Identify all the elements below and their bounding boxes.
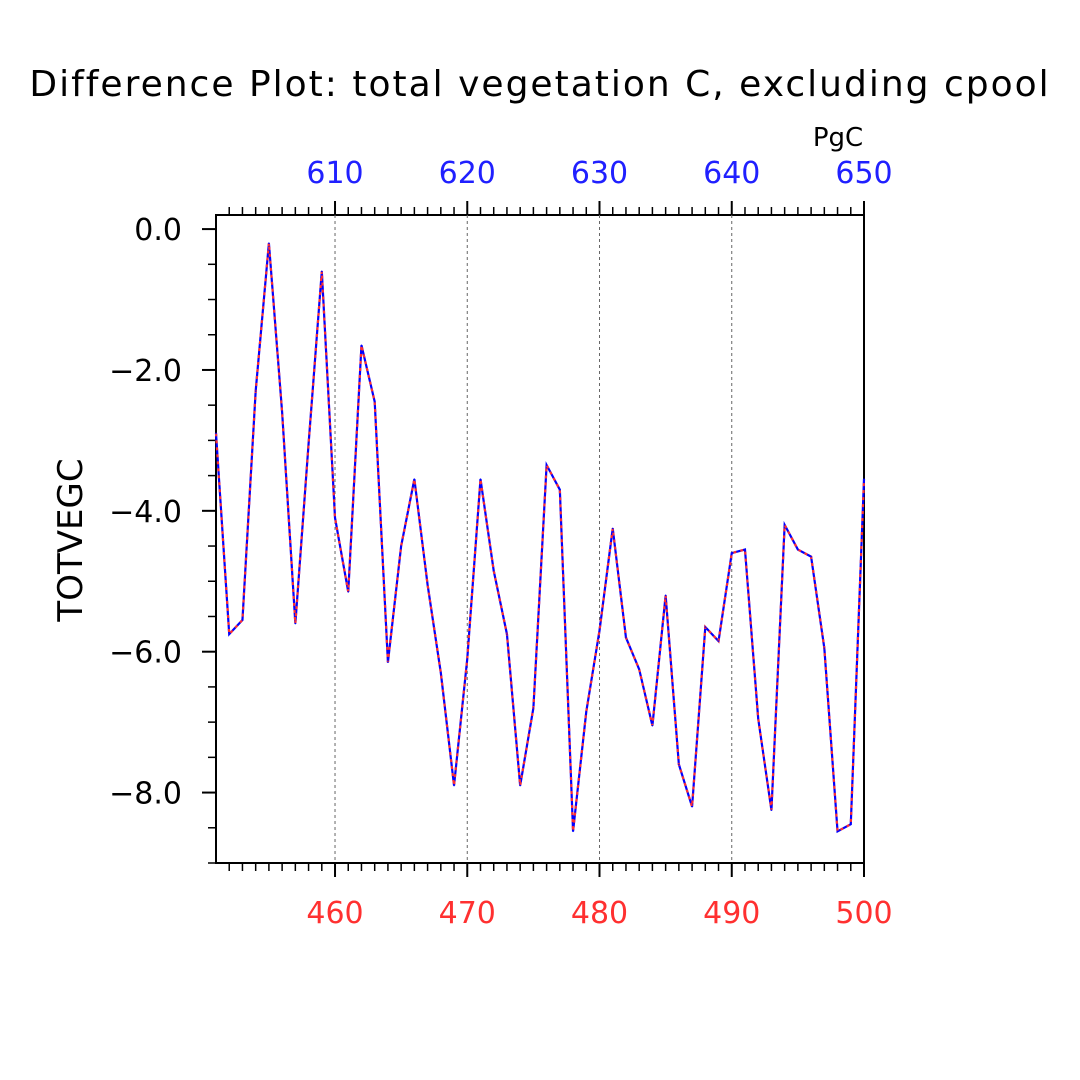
x-tick-label: 460 — [306, 896, 363, 931]
data-point — [506, 633, 508, 635]
data-point — [228, 633, 231, 635]
top-axis-units: PgC — [813, 123, 863, 153]
data-point — [466, 657, 469, 660]
data-point — [625, 636, 627, 639]
y-axis-label: TOTVEGC — [51, 458, 91, 622]
data-point — [268, 242, 270, 244]
data-point — [413, 478, 416, 480]
data-point — [863, 478, 865, 480]
data-point — [453, 784, 455, 787]
data-point — [836, 830, 839, 833]
data-point — [823, 647, 826, 649]
data-point — [281, 411, 283, 414]
y-tick-label: −2.0 — [109, 354, 182, 389]
data-point — [664, 594, 667, 597]
plot-frame — [215, 214, 865, 864]
data-point — [387, 661, 389, 664]
data-point — [545, 464, 548, 466]
top-x-tick-label: 610 — [306, 156, 363, 191]
data-point — [717, 640, 720, 642]
top-x-tick-label: 620 — [439, 156, 496, 191]
data-point — [373, 400, 376, 403]
top-x-tick-label: 650 — [835, 156, 892, 191]
data-point — [638, 668, 640, 671]
y-tick-label: −6.0 — [109, 636, 182, 671]
data-point — [849, 823, 852, 826]
data-point — [334, 517, 336, 519]
data-point — [730, 552, 733, 554]
data-point — [360, 344, 363, 347]
data-point — [691, 805, 693, 808]
data-point — [810, 555, 812, 558]
data-point — [426, 583, 429, 586]
data-point — [519, 784, 521, 787]
data-point — [294, 622, 297, 625]
data-point — [241, 619, 244, 621]
data-point — [479, 478, 482, 480]
data-point — [585, 710, 588, 713]
data-point — [347, 591, 350, 593]
data-point — [492, 569, 495, 572]
data-point — [704, 626, 707, 628]
x-tick-label: 500 — [835, 896, 892, 931]
data-point — [783, 524, 786, 526]
data-point — [307, 443, 310, 445]
y-tick-label: −4.0 — [109, 495, 182, 530]
data-point — [770, 809, 773, 811]
y-tick-label: 0.0 — [134, 213, 182, 248]
x-tick-label: 480 — [571, 896, 628, 931]
data-point — [611, 527, 614, 530]
y-tick-label: −8.0 — [109, 777, 182, 812]
data-point — [572, 830, 574, 833]
top-x-tick-label: 640 — [703, 156, 760, 191]
top-x-tick-label: 630 — [571, 156, 628, 191]
data-point — [215, 432, 217, 435]
data-point — [532, 707, 535, 709]
series-line-dashed-overlay — [214, 243, 866, 834]
x-tick-label: 490 — [703, 896, 760, 931]
series-line — [214, 243, 866, 834]
data-point — [320, 270, 323, 273]
data-point — [559, 488, 561, 491]
data-point — [744, 548, 746, 551]
data-point — [651, 724, 654, 727]
data-point — [797, 548, 799, 551]
data-point — [598, 629, 601, 632]
data-point — [254, 390, 257, 392]
data-point — [440, 672, 442, 674]
data-point — [757, 717, 760, 720]
chart-title: Difference Plot: total vegetation C, exc… — [29, 64, 1050, 105]
x-tick-label: 470 — [439, 896, 496, 931]
data-point — [400, 545, 402, 547]
data-point — [678, 763, 680, 766]
